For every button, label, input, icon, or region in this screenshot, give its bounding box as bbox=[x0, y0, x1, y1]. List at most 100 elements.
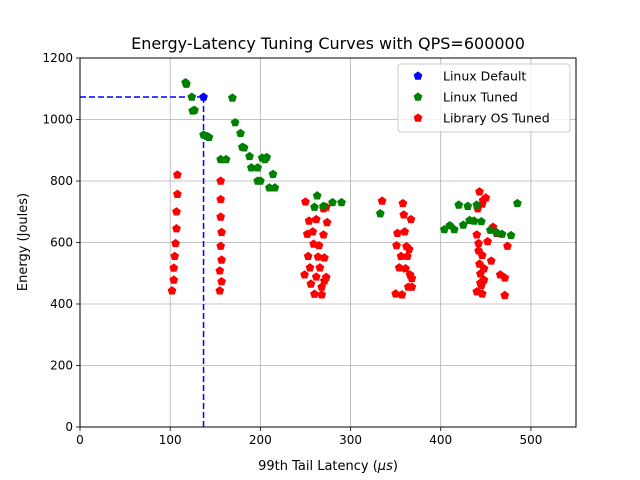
data-point-linux-tuned bbox=[230, 117, 240, 127]
axis-ticks: 0 100 200 300 400 500 0 200 400 600 800 1000 1200 bbox=[42, 51, 542, 447]
data-point-linux-tuned bbox=[319, 201, 328, 210]
data-point-library-os-tuned bbox=[172, 207, 181, 216]
data-point-library-os-tuned bbox=[300, 270, 309, 279]
data-point-linux-tuned bbox=[375, 209, 385, 218]
data-point-linux-tuned bbox=[253, 163, 263, 172]
data-point-library-os-tuned bbox=[397, 290, 407, 299]
data-point-linux-tuned bbox=[312, 191, 322, 200]
data-point-library-os-tuned bbox=[407, 282, 417, 291]
data-point-linux-tuned bbox=[270, 183, 280, 192]
data-point-linux-tuned bbox=[310, 202, 319, 211]
data-point-library-os-tuned bbox=[500, 290, 510, 300]
y-tick-label: 200 bbox=[50, 359, 73, 373]
data-point-library-os-tuned bbox=[477, 250, 487, 260]
data-point-library-os-tuned bbox=[479, 275, 489, 284]
data-point-linux-tuned bbox=[236, 128, 245, 138]
data-point-library-os-tuned bbox=[311, 214, 321, 224]
data-point-library-os-tuned bbox=[320, 253, 329, 262]
data-point-linux-tuned bbox=[513, 198, 522, 208]
data-point-library-os-tuned bbox=[317, 290, 327, 299]
data-point-linux-tuned bbox=[469, 216, 479, 225]
data-point-library-os-tuned bbox=[170, 251, 180, 261]
x-tick-label: 500 bbox=[519, 433, 542, 447]
y-tick-label: 0 bbox=[65, 420, 73, 434]
data-point-library-os-tuned bbox=[169, 275, 179, 284]
data-point-linux-tuned bbox=[262, 152, 272, 162]
data-point-library-os-tuned bbox=[400, 227, 410, 236]
data-point-library-os-tuned bbox=[321, 272, 331, 281]
data-point-linux-tuned bbox=[245, 151, 254, 161]
legend-label-linux-tuned: Linux Tuned bbox=[443, 90, 518, 105]
data-point-library-os-tuned bbox=[404, 244, 414, 253]
grid bbox=[79, 57, 576, 428]
data-point-linux-tuned bbox=[328, 197, 337, 207]
data-point-library-os-tuned bbox=[172, 224, 181, 233]
data-point-library-os-tuned bbox=[217, 227, 226, 237]
data-point-library-os-tuned bbox=[217, 276, 226, 286]
data-point-linux-tuned bbox=[204, 132, 214, 142]
data-point-library-os-tuned bbox=[398, 198, 408, 208]
data-point-linux-tuned bbox=[472, 200, 482, 209]
data-point-linux-tuned bbox=[228, 93, 237, 102]
data-point-linux-tuned bbox=[188, 106, 198, 115]
data-point-library-os-tuned bbox=[306, 279, 316, 288]
data-point-linux-tuned bbox=[187, 92, 197, 101]
x-tick-label: 300 bbox=[339, 433, 362, 447]
y-tick-label: 600 bbox=[50, 236, 73, 250]
data-point-library-os-tuned bbox=[215, 266, 225, 275]
reference-lines bbox=[80, 96, 205, 427]
y-tick-label: 1000 bbox=[42, 113, 73, 127]
y-tick-label: 1200 bbox=[42, 51, 73, 65]
data-point-linux-tuned bbox=[463, 201, 473, 210]
legend-marker-linux-default bbox=[413, 71, 423, 80]
data-point-linux-tuned bbox=[337, 197, 346, 207]
legend-marker-library-os-tuned bbox=[413, 113, 423, 122]
data-point-library-os-tuned bbox=[479, 264, 489, 273]
data-point-linux-tuned bbox=[182, 79, 191, 88]
data-point-library-os-tuned bbox=[486, 256, 496, 265]
data-point-library-os-tuned bbox=[392, 240, 401, 250]
data-point-linux-tuned bbox=[255, 176, 265, 185]
x-axis-label-suffix: ) bbox=[393, 459, 398, 474]
y-tick-label: 400 bbox=[50, 297, 73, 311]
data-point-library-os-tuned bbox=[310, 289, 319, 298]
data-point-linux-default bbox=[199, 92, 208, 101]
data-point-linux-tuned bbox=[497, 229, 507, 238]
x-tick-label: 100 bbox=[159, 433, 182, 447]
x-tick-label: 0 bbox=[76, 433, 84, 447]
data-point-library-os-tuned bbox=[216, 176, 226, 185]
x-axis-label-unit: μs bbox=[377, 459, 393, 474]
data-point-library-os-tuned bbox=[322, 217, 332, 227]
data-point-library-os-tuned bbox=[401, 264, 410, 273]
data-point-linux-tuned bbox=[476, 216, 486, 226]
data-point-linux-tuned bbox=[506, 230, 516, 240]
data-point-library-os-tuned bbox=[173, 189, 182, 198]
legend: Linux Default Linux Tuned Library OS Tuned bbox=[397, 63, 571, 133]
data-point-library-os-tuned bbox=[169, 263, 179, 272]
data-point-library-os-tuned bbox=[217, 255, 226, 264]
data-point-library-os-tuned bbox=[391, 289, 401, 298]
data-point-library-os-tuned bbox=[304, 216, 314, 225]
data-point-library-os-tuned bbox=[396, 251, 406, 261]
y-axis-label: Energy (Joules) bbox=[16, 193, 31, 291]
data-point-library-os-tuned bbox=[481, 193, 491, 202]
x-axis-label-prefix: 99th Tail Latency ( bbox=[258, 459, 378, 474]
data-point-linux-tuned bbox=[246, 163, 256, 172]
x-tick-label: 400 bbox=[429, 433, 452, 447]
data-point-library-os-tuned bbox=[472, 230, 482, 239]
data-point-library-os-tuned bbox=[394, 263, 404, 272]
data-point-linux-tuned bbox=[458, 220, 468, 229]
legend-marker-linux-tuned bbox=[413, 92, 423, 101]
data-point-library-os-tuned bbox=[477, 289, 487, 298]
data-point-library-os-tuned bbox=[393, 228, 402, 237]
data-point-linux-tuned bbox=[239, 143, 249, 152]
data-point-library-os-tuned bbox=[474, 238, 483, 248]
data-point-linux-tuned bbox=[449, 224, 459, 234]
data-point-library-os-tuned bbox=[402, 251, 412, 261]
data-point-library-os-tuned bbox=[500, 273, 510, 282]
data-point-linux-tuned bbox=[221, 154, 231, 164]
data-point-library-os-tuned bbox=[173, 170, 182, 179]
data-point-library-os-tuned bbox=[311, 272, 321, 281]
data-point-library-os-tuned bbox=[503, 241, 512, 250]
